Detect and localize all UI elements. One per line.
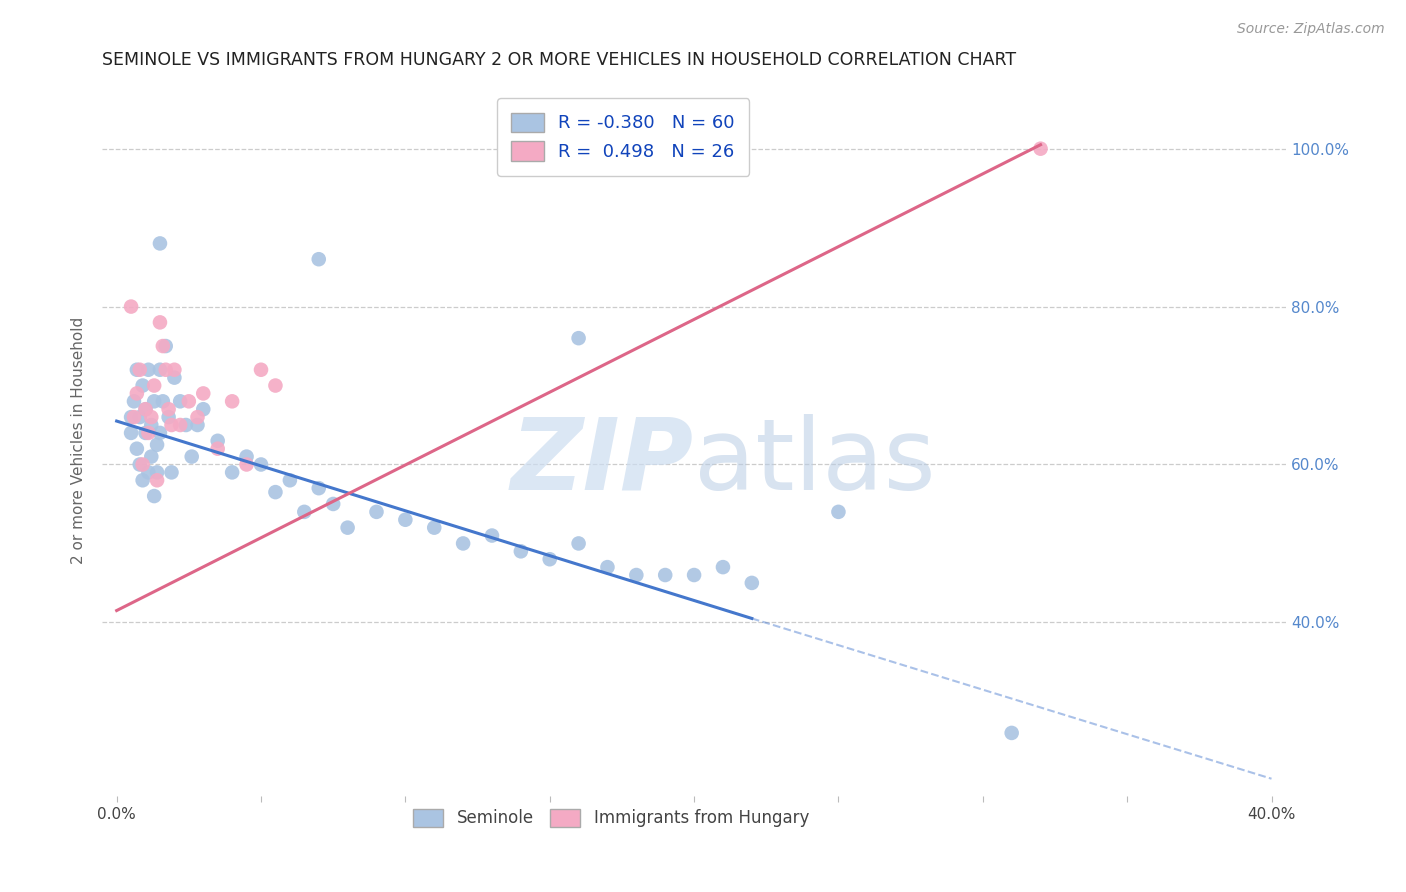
Point xyxy=(568,331,591,345)
Point xyxy=(141,410,163,425)
Point xyxy=(128,458,150,472)
Point xyxy=(128,363,150,377)
Point xyxy=(741,575,763,590)
Point xyxy=(451,536,474,550)
Point xyxy=(322,497,344,511)
Point xyxy=(177,394,200,409)
Point xyxy=(163,370,186,384)
Point xyxy=(149,315,172,329)
Point xyxy=(131,378,153,392)
Point xyxy=(125,442,148,456)
Point xyxy=(134,402,156,417)
Point xyxy=(131,473,153,487)
Point xyxy=(143,489,166,503)
Point xyxy=(221,466,243,480)
Point xyxy=(180,450,202,464)
Point xyxy=(278,473,301,487)
Point xyxy=(221,394,243,409)
Point xyxy=(141,417,163,432)
Point xyxy=(1001,726,1024,740)
Point xyxy=(138,425,160,440)
Point xyxy=(152,339,174,353)
Point xyxy=(146,466,169,480)
Point xyxy=(654,568,676,582)
Point xyxy=(155,339,177,353)
Point xyxy=(394,513,416,527)
Point xyxy=(683,568,706,582)
Point xyxy=(152,394,174,409)
Point xyxy=(336,521,359,535)
Point xyxy=(146,438,169,452)
Point xyxy=(125,363,148,377)
Point xyxy=(1029,142,1052,156)
Point xyxy=(250,363,273,377)
Point xyxy=(125,386,148,401)
Point xyxy=(134,425,156,440)
Point xyxy=(163,363,186,377)
Point xyxy=(423,521,446,535)
Point xyxy=(235,450,257,464)
Point xyxy=(250,458,273,472)
Point xyxy=(186,410,208,425)
Text: atlas: atlas xyxy=(695,414,936,510)
Point xyxy=(160,466,183,480)
Text: ZIP: ZIP xyxy=(512,414,695,510)
Point xyxy=(264,485,287,500)
Text: Source: ZipAtlas.com: Source: ZipAtlas.com xyxy=(1237,22,1385,37)
Point xyxy=(538,552,561,566)
Point xyxy=(366,505,388,519)
Point xyxy=(146,473,169,487)
Point xyxy=(141,450,163,464)
Point xyxy=(155,363,177,377)
Point xyxy=(149,363,172,377)
Point xyxy=(193,402,215,417)
Point xyxy=(134,402,156,417)
Point xyxy=(626,568,648,582)
Point xyxy=(160,417,183,432)
Point xyxy=(568,536,591,550)
Point xyxy=(169,417,191,432)
Point xyxy=(122,410,145,425)
Point xyxy=(711,560,734,574)
Point xyxy=(120,300,142,314)
Point xyxy=(235,458,257,472)
Point xyxy=(207,442,229,456)
Point xyxy=(308,252,330,267)
Point xyxy=(264,378,287,392)
Point xyxy=(122,394,145,409)
Point xyxy=(143,378,166,392)
Point xyxy=(157,402,180,417)
Point xyxy=(128,410,150,425)
Point xyxy=(481,528,503,542)
Point xyxy=(596,560,619,574)
Point xyxy=(186,417,208,432)
Point xyxy=(120,425,142,440)
Point xyxy=(193,386,215,401)
Point xyxy=(149,236,172,251)
Text: SEMINOLE VS IMMIGRANTS FROM HUNGARY 2 OR MORE VEHICLES IN HOUSEHOLD CORRELATION : SEMINOLE VS IMMIGRANTS FROM HUNGARY 2 OR… xyxy=(103,51,1017,69)
Y-axis label: 2 or more Vehicles in Household: 2 or more Vehicles in Household xyxy=(72,318,86,565)
Legend: Seminole, Immigrants from Hungary: Seminole, Immigrants from Hungary xyxy=(406,802,815,834)
Point xyxy=(157,410,180,425)
Point xyxy=(292,505,315,519)
Point xyxy=(827,505,849,519)
Point xyxy=(138,363,160,377)
Point xyxy=(149,425,172,440)
Point xyxy=(308,481,330,495)
Point xyxy=(131,458,153,472)
Point xyxy=(143,394,166,409)
Point xyxy=(174,417,197,432)
Point xyxy=(120,410,142,425)
Point xyxy=(509,544,531,558)
Point xyxy=(169,394,191,409)
Point xyxy=(138,466,160,480)
Point xyxy=(207,434,229,448)
